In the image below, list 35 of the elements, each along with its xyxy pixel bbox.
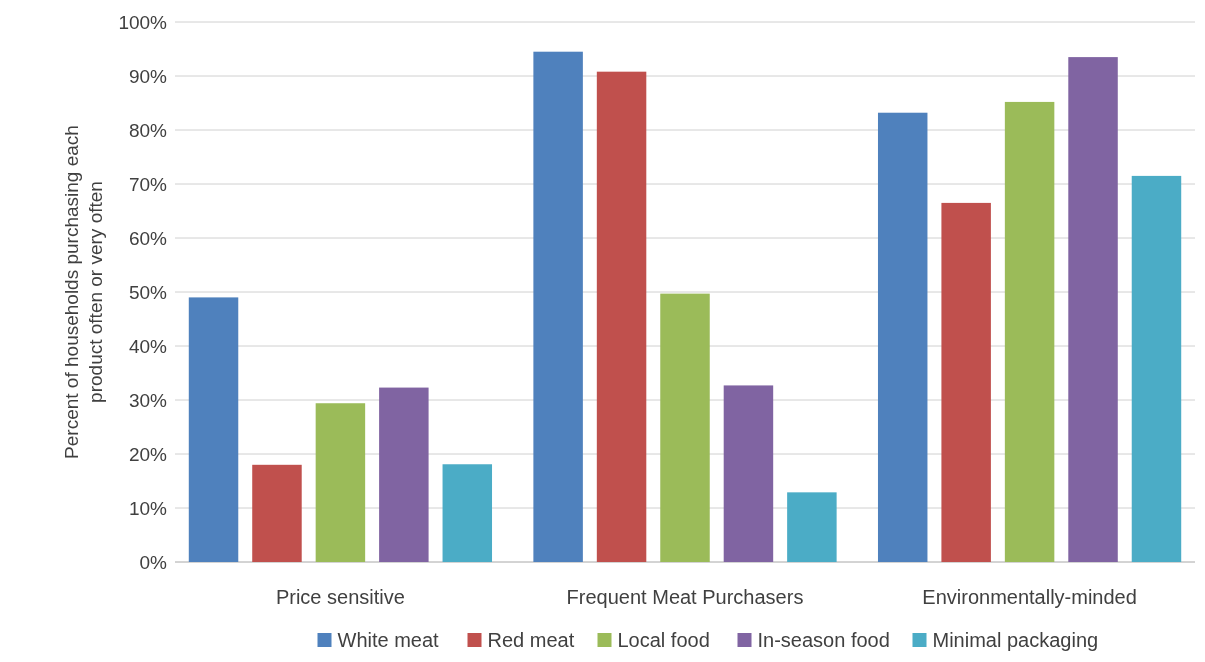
y-tick-label: 40% bbox=[128, 335, 168, 357]
bar bbox=[723, 385, 774, 562]
y-tick-label: 100% bbox=[118, 11, 168, 33]
bar bbox=[188, 297, 239, 562]
bar bbox=[787, 492, 837, 562]
bar bbox=[442, 464, 493, 562]
legend-label: White meat bbox=[337, 629, 440, 651]
legend-label: Red meat bbox=[487, 629, 575, 651]
bar bbox=[877, 112, 928, 562]
bar bbox=[596, 71, 647, 562]
bar bbox=[660, 293, 710, 562]
y-tick-label: 50% bbox=[128, 281, 168, 303]
bar bbox=[1131, 175, 1182, 562]
y-tick-label: 70% bbox=[128, 173, 168, 195]
y-tick-label: 0% bbox=[139, 551, 168, 573]
x-tick-label: Environmentally-minded bbox=[922, 586, 1137, 608]
y-tick-label: 60% bbox=[128, 227, 168, 249]
bar bbox=[379, 387, 429, 562]
bar bbox=[941, 202, 991, 562]
y-tick-label: 90% bbox=[128, 65, 168, 87]
bar bbox=[1004, 101, 1055, 562]
y-tick-label: 10% bbox=[128, 497, 168, 519]
x-tick-label: Frequent Meat Purchasers bbox=[566, 586, 804, 608]
bar bbox=[1068, 57, 1118, 562]
legend-label: In-season food bbox=[757, 629, 890, 651]
legend-label: Local food bbox=[617, 629, 710, 651]
y-tick-label: 30% bbox=[128, 389, 168, 411]
x-tick-label: Price sensitive bbox=[275, 586, 405, 608]
y-tick-label: 80% bbox=[128, 119, 168, 141]
legend-label: Minimal packaging bbox=[932, 629, 1099, 651]
y-axis-title: Percent of households purchasing each product often or very often bbox=[61, 125, 106, 459]
bar bbox=[533, 51, 583, 562]
bar bbox=[252, 464, 302, 562]
bar bbox=[315, 403, 366, 562]
y-tick-label: 20% bbox=[128, 443, 168, 465]
